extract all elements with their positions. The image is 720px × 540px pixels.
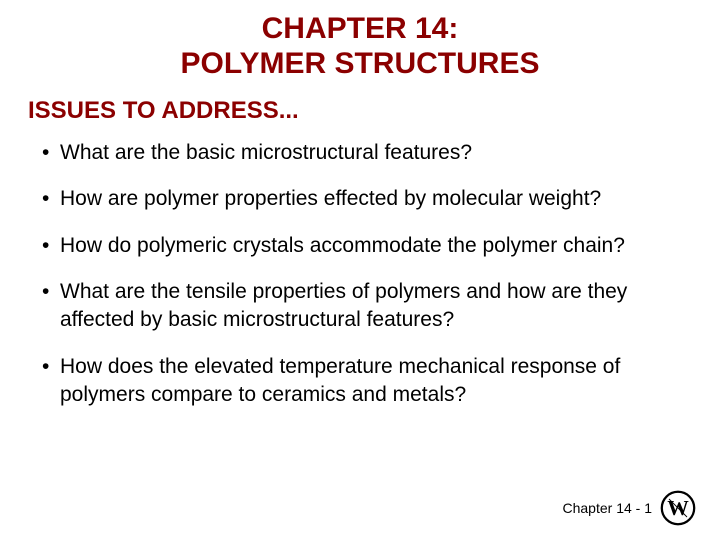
bullet-item: What are the tensile properties of polym… — [42, 278, 690, 335]
bullet-list: What are the basic microstructural featu… — [0, 139, 720, 409]
slide-footer: Chapter 14 - 1 W — [563, 490, 697, 526]
title-line-2: POLYMER STRUCTURES — [0, 47, 720, 82]
slide-title: CHAPTER 14: POLYMER STRUCTURES — [0, 0, 720, 81]
bullet-item: How are polymer properties effected by m… — [42, 185, 690, 213]
slide-subtitle: ISSUES TO ADDRESS... — [0, 97, 720, 125]
bullet-item: How do polymeric crystals accommodate th… — [42, 232, 690, 260]
footer-page-text: Chapter 14 - 1 — [563, 500, 653, 516]
title-line-1: CHAPTER 14: — [0, 12, 720, 47]
bullet-item: What are the basic microstructural featu… — [42, 139, 690, 167]
publisher-logo-icon: W — [660, 490, 696, 526]
bullet-item: How does the elevated temperature mechan… — [42, 353, 690, 410]
